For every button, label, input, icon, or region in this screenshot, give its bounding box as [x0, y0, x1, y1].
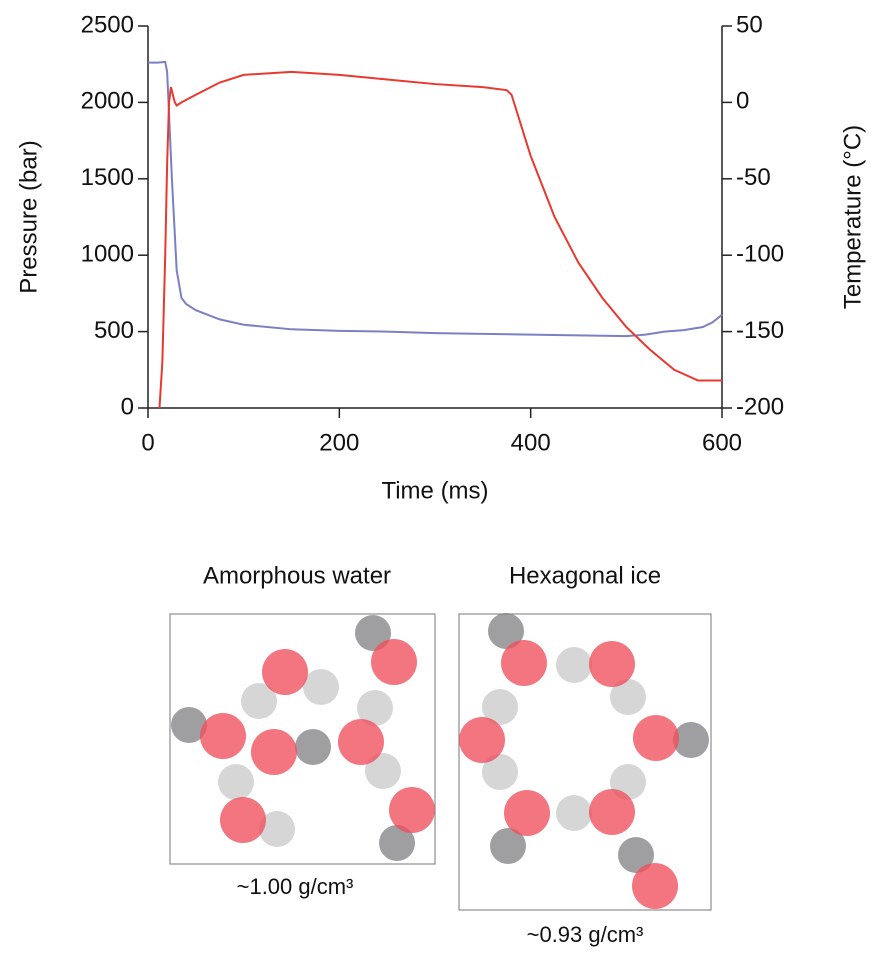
y-tick-label: 1500 [81, 164, 134, 191]
y-tick-label: 500 [94, 317, 134, 344]
y2-tick-label: -150 [736, 317, 784, 344]
x-tick-label: 600 [702, 429, 742, 456]
chart: Time (ms) Pressure (bar) Temperature (°C… [15, 11, 866, 504]
diagram: Amorphous water Hexagonal ice ~1.00 g/cm… [169, 562, 712, 947]
y2-tick-label: -50 [736, 164, 771, 191]
y2-tick-label: 50 [736, 11, 763, 38]
y-axis-label: Pressure (bar) [15, 140, 42, 293]
y-tick-label: 2000 [81, 88, 134, 115]
x-axis-label: Time (ms) [381, 477, 488, 504]
y2-axis-label: Temperature (°C) [839, 125, 866, 309]
y2-tick-label: -200 [736, 393, 784, 420]
panel-box [169, 613, 436, 865]
panel-box [458, 613, 712, 911]
y2-tick-label: -100 [736, 241, 784, 268]
series-line [148, 60, 723, 338]
panel-title: Amorphous water [203, 562, 391, 589]
molecules [171, 613, 709, 909]
y2-tick-label: 0 [736, 88, 749, 115]
x-tick-label: 0 [141, 429, 154, 456]
x-tick-label: 400 [511, 429, 551, 456]
y-tick-label: 1000 [81, 241, 134, 268]
x-tick-label: 200 [319, 429, 359, 456]
density-label: ~0.93 g/cm³ [527, 922, 644, 947]
y-tick-label: 0 [121, 393, 134, 420]
panel-title: Hexagonal ice [509, 562, 661, 589]
y-tick-label: 2500 [81, 11, 134, 38]
density-label: ~1.00 g/cm³ [237, 874, 354, 899]
series-line [158, 70, 722, 409]
